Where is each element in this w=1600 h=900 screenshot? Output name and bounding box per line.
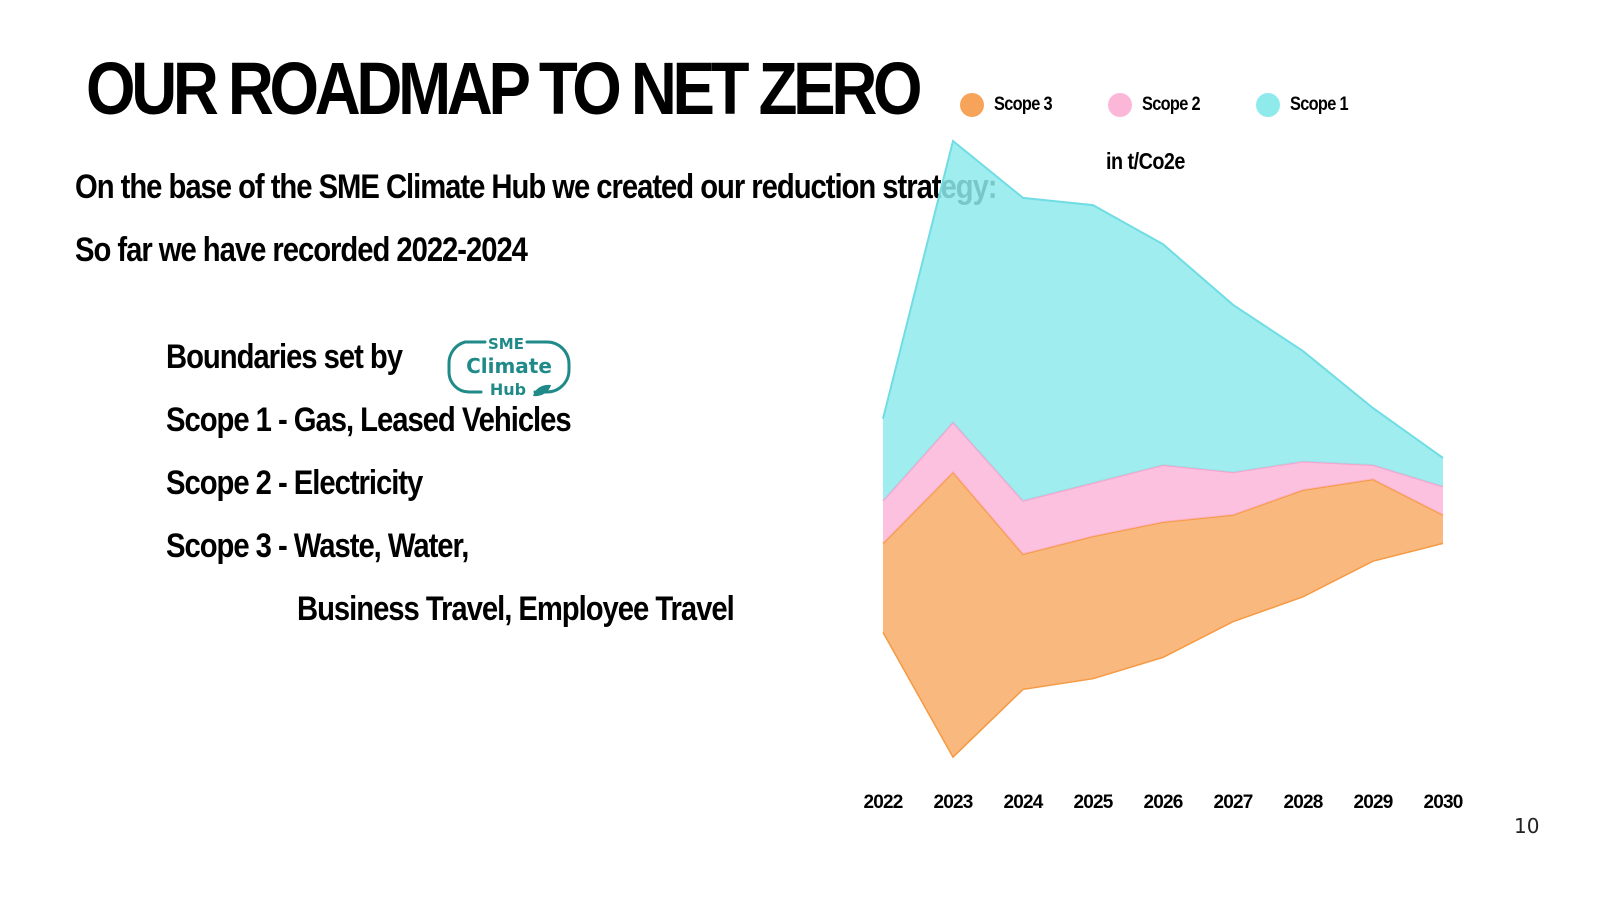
- page-number: 10: [1514, 814, 1539, 838]
- x-tick-label-2026: 2026: [1143, 792, 1182, 813]
- x-tick-label-2023: 2023: [933, 792, 972, 813]
- x-tick-label-2025: 2025: [1073, 792, 1113, 813]
- x-tick-label-2028: 2028: [1283, 792, 1322, 813]
- x-tick-label-2030: 2030: [1423, 792, 1462, 813]
- x-tick-label-2029: 2029: [1353, 792, 1392, 813]
- x-tick-label-2024: 2024: [1003, 792, 1043, 813]
- x-tick-label-2027: 2027: [1213, 792, 1252, 813]
- emissions-streamgraph: 2022 2023 2024 2025 2026 2027 2028 2029 2030: [0, 0, 1600, 900]
- x-tick-label-2022: 2022: [863, 792, 902, 813]
